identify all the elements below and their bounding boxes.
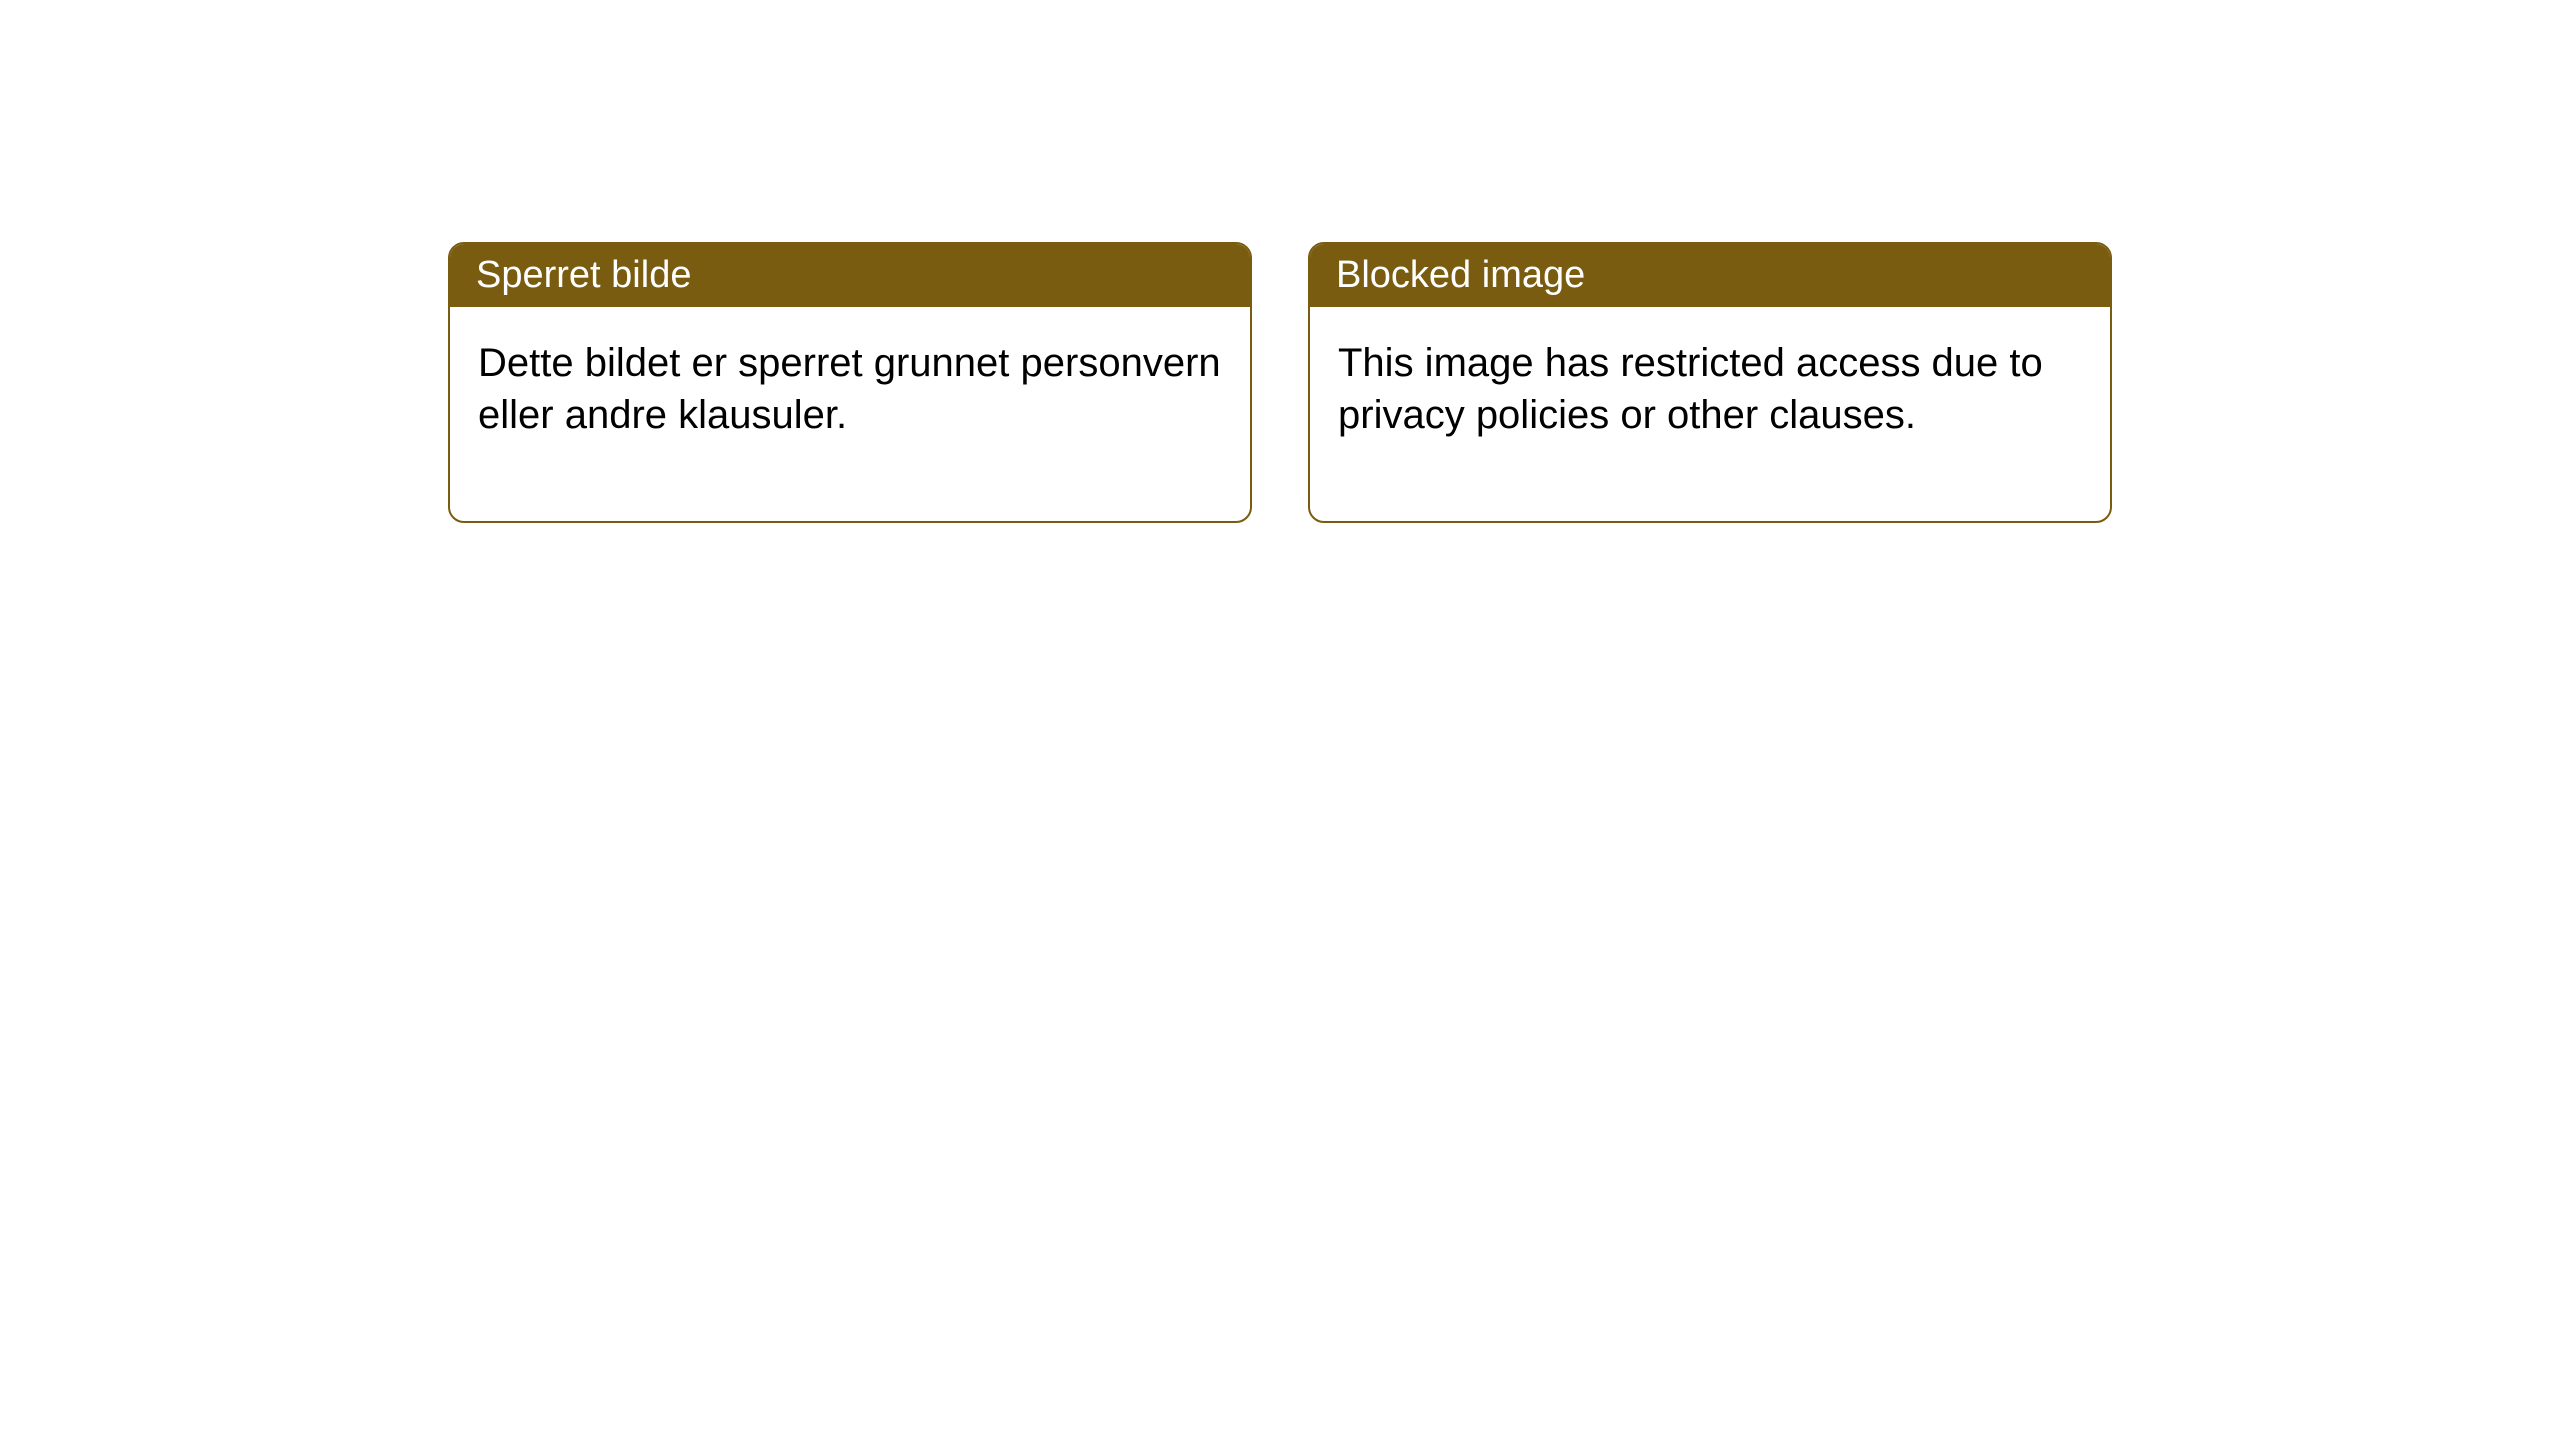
card-title: Sperret bilde — [476, 254, 691, 296]
card-message: This image has restricted access due to … — [1338, 341, 2043, 437]
card-header-english: Blocked image — [1310, 244, 2110, 307]
card-norwegian: Sperret bilde Dette bildet er sperret gr… — [448, 242, 1252, 523]
card-english: Blocked image This image has restricted … — [1308, 242, 2112, 523]
cards-container: Sperret bilde Dette bildet er sperret gr… — [448, 242, 2112, 523]
card-body-english: This image has restricted access due to … — [1310, 307, 2110, 521]
card-title: Blocked image — [1336, 254, 1585, 296]
card-header-norwegian: Sperret bilde — [450, 244, 1250, 307]
card-message: Dette bildet er sperret grunnet personve… — [478, 341, 1221, 437]
card-body-norwegian: Dette bildet er sperret grunnet personve… — [450, 307, 1250, 521]
